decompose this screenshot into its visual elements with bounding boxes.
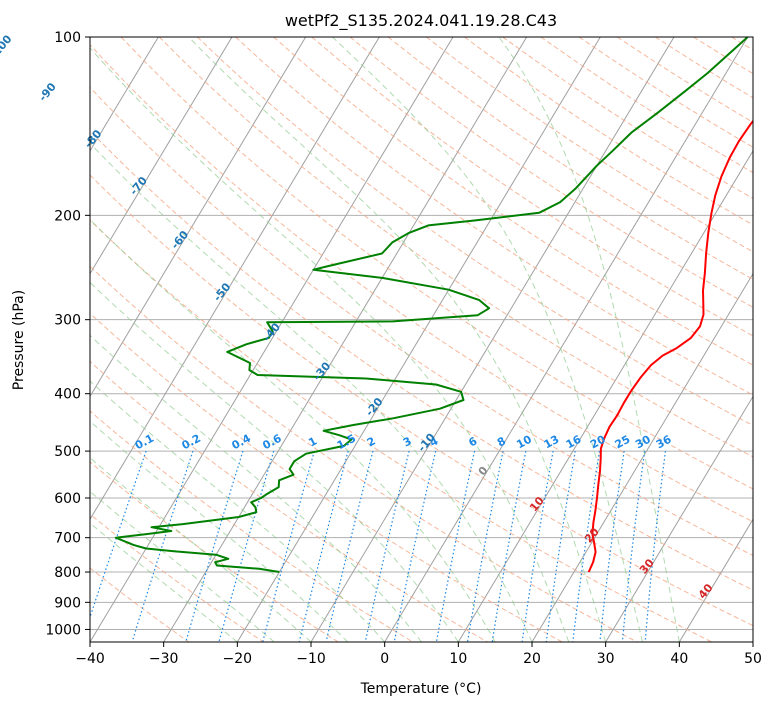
mixing-ratio-line: [325, 450, 374, 642]
moist-adiabat-line: [90, 457, 312, 642]
dry-adiabat-line: [349, 37, 753, 308]
y-tick-label: 300: [54, 313, 81, 329]
moist-adiabats: [90, 37, 680, 642]
mixing-ratio-line: [218, 450, 275, 642]
mixing-ratio-line: [621, 451, 646, 642]
dry-adiabat-line: [90, 410, 414, 642]
moist-adiabat-line: [90, 47, 570, 642]
mixing-ratio-line: [644, 451, 666, 642]
dry-adiabat-line: [235, 37, 753, 396]
y-axis: 100 200 300 400 500 600 700 800 900 1000: [45, 30, 90, 638]
x-tick-label: −40: [75, 651, 105, 667]
moist-adiabat-line: [90, 334, 422, 642]
y-tick-label: 200: [54, 208, 81, 224]
y-tick-label: 600: [54, 491, 81, 507]
mixing-ratio-line: [364, 450, 410, 642]
x-tick-label: −10: [296, 651, 326, 667]
dry-adiabat-line: [90, 567, 190, 642]
isotherm-line: [678, 518, 753, 642]
moist-adiabat-line: [498, 37, 680, 642]
x-tick-label: 0: [380, 651, 389, 667]
mixing-ratio-line: [185, 450, 244, 642]
isotherm-line: [90, 37, 307, 398]
x-tick-label: 40: [670, 651, 688, 667]
x-tick-label: −20: [223, 651, 253, 667]
mixing-ratio-line: [545, 451, 576, 642]
isotherm-line: [531, 272, 753, 642]
isotherm-line: [457, 149, 753, 642]
x-tick-label: 20: [523, 651, 541, 667]
y-tick-label: 1000: [45, 622, 81, 638]
dry-adiabat-line: [90, 513, 264, 642]
x-tick-label: 50: [744, 651, 762, 667]
x-axis-label: Temperature (°C): [360, 681, 482, 697]
mixing-ratio-lines: [90, 450, 666, 642]
moist-adiabat-line: [90, 142, 533, 642]
mixing-ratio-line: [491, 450, 527, 642]
mixing-ratio-label: 20: [588, 433, 608, 452]
mixing-ratio-label: 36: [654, 433, 674, 452]
y-tick-label: 700: [54, 531, 81, 547]
mixing-ratio-line: [298, 450, 349, 642]
mixing-ratio-label: 25: [613, 433, 633, 452]
mixing-ratio-label: 16: [564, 433, 584, 452]
mixing-ratio-line: [393, 450, 437, 642]
plot-frame: [89, 36, 754, 643]
mixing-ratio-line: [435, 450, 476, 642]
moist-adiabat-line: [332, 37, 643, 642]
x-tick-label: −30: [149, 651, 179, 667]
mixing-ratio-label: 30: [633, 433, 653, 452]
y-tick-label: 500: [54, 444, 81, 460]
mixing-ratio-line: [262, 450, 315, 642]
mixing-ratio-line: [599, 451, 625, 642]
x-tick-label: 10: [449, 651, 467, 667]
moist-adiabat-line: [90, 281, 459, 642]
y-tick-label: 800: [54, 565, 81, 581]
dry-adiabat-line: [90, 43, 753, 523]
moist-adiabat-line: [188, 37, 607, 642]
moist-adiabat-line: [90, 420, 349, 642]
dry-adiabat-line: [120, 37, 753, 490]
sounding-profiles: [114, 37, 753, 573]
dry-adiabat-line: [90, 461, 339, 642]
x-axis: −40 −30 −20 −10 0 10 20 30 40 50: [75, 642, 762, 667]
mixing-ratio-line: [466, 450, 504, 642]
dry-adiabat-line: [90, 312, 563, 642]
isotherm-line: [236, 37, 601, 642]
dry-adiabat-line: [197, 37, 753, 427]
skewed-isotherms: [90, 37, 753, 642]
isotherm-line: [90, 37, 380, 521]
mixing-ratio-line: [572, 451, 601, 642]
x-tick-label: 30: [597, 651, 615, 667]
dry-adiabat-line: [90, 265, 638, 642]
isotherm-line: [90, 37, 454, 642]
temperature-profile-line: [587, 119, 753, 573]
mixing-ratio-label: 13: [542, 433, 562, 452]
dewpoint-profile-line: [114, 37, 749, 573]
dry-adiabat-line: [90, 174, 753, 627]
y-tick-label: 100: [54, 30, 81, 46]
y-tick-label: 900: [54, 595, 81, 611]
y-tick-label: 400: [54, 387, 81, 403]
isotherm-line: [384, 37, 749, 642]
chart-title: wetPf2_S135.2024.041.19.28.C43: [285, 11, 557, 31]
isotherm-line: [90, 37, 159, 152]
dry-adiabat-line: [90, 219, 712, 642]
isotherm-line: [605, 395, 753, 642]
y-axis-label: Pressure (hPa): [11, 290, 27, 390]
moist-adiabat-line: [90, 380, 386, 642]
isotherm-line: [163, 37, 528, 642]
isotherm-line: [90, 37, 233, 275]
mixing-ratio-label: 10: [514, 433, 534, 452]
moist-adiabat-line: [90, 218, 496, 642]
dry-adiabats: [90, 37, 753, 642]
dry-adiabat-line: [90, 86, 753, 557]
dry-adiabat-line: [90, 360, 488, 642]
dry-adiabat-line: [158, 37, 753, 458]
